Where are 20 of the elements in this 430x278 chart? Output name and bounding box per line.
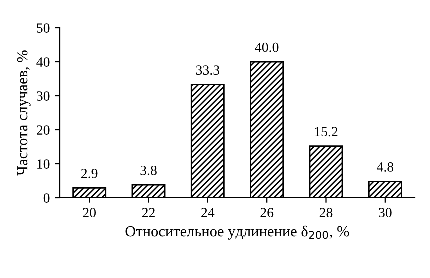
data-label: 33.3 xyxy=(196,66,220,76)
data-label: 3.8 xyxy=(140,166,157,176)
x-tick-label: 22 xyxy=(142,208,155,218)
data-label: 15.2 xyxy=(315,127,338,137)
x-tick-label: 24 xyxy=(202,208,215,218)
y-tick-label: 50 xyxy=(37,24,50,33)
y-tick-label: 40 xyxy=(36,58,50,67)
x-tick-label: 26 xyxy=(260,208,274,218)
y-tick-label: 30 xyxy=(37,92,50,101)
y-tick-label: 0 xyxy=(44,194,50,203)
data-label: 4.8 xyxy=(377,162,394,172)
y-tick-label: 10 xyxy=(38,160,50,169)
y-tick-label: 20 xyxy=(37,126,50,135)
data-label: 40.0 xyxy=(255,42,279,52)
x-tick-label: 20 xyxy=(83,208,96,218)
y-axis-title: Частота случаев, % xyxy=(17,50,31,176)
x-tick-label: 28 xyxy=(320,208,333,218)
x-tick-label: 30 xyxy=(379,208,392,218)
data-label: 2.9 xyxy=(82,169,98,178)
x-axis-title: Относительное удлинение δ$_{200}$, % xyxy=(126,226,350,240)
